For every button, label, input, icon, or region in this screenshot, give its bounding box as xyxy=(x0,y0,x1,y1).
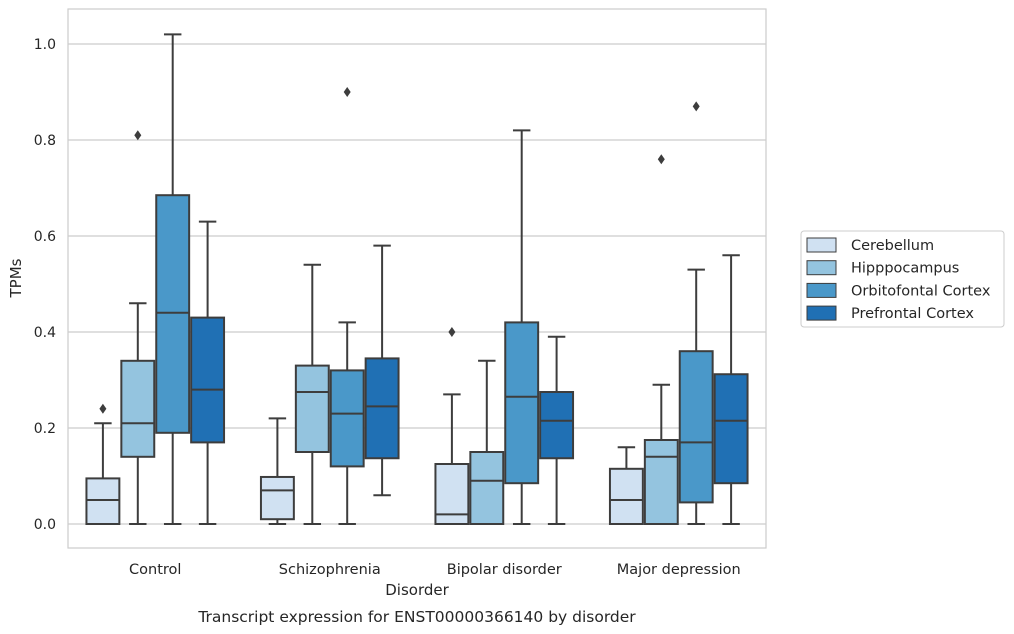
box xyxy=(364,357,400,460)
y-tick-label: 0.6 xyxy=(34,229,56,245)
box xyxy=(329,369,365,468)
box-group xyxy=(120,130,156,525)
x-tick-labels: Control Schizophrenia Bipolar disorder Majo… xyxy=(129,562,741,578)
legend-label: Hipppocampus xyxy=(851,261,959,277)
y-axis-label: TPMs xyxy=(7,258,25,298)
box xyxy=(539,391,575,460)
boxes xyxy=(85,33,749,525)
outlier-point xyxy=(99,403,107,414)
y-tick-label: 0.2 xyxy=(34,421,56,437)
x-tick-label: Bipolar disorder xyxy=(447,562,562,578)
box-group xyxy=(329,87,365,525)
legend: Cerebellum Hipppocampus Orbitofontal Corte… xyxy=(800,230,1005,328)
y-tick-label: 1.0 xyxy=(34,37,56,53)
outlier-point xyxy=(343,87,351,97)
box-group xyxy=(608,446,644,525)
box-group xyxy=(469,359,505,525)
box-group xyxy=(294,263,330,525)
y-tick-label: 0.8 xyxy=(34,133,56,149)
legend-label: Cerebellum xyxy=(851,238,934,254)
box-group xyxy=(713,254,749,525)
box xyxy=(469,451,505,525)
chart-caption: Transcript expression for ENST0000036614… xyxy=(197,608,636,626)
box xyxy=(259,475,295,521)
legend-items: Cerebellum Hipppocampus Orbitofontal Corte… xyxy=(806,237,991,322)
legend-swatch xyxy=(806,282,837,298)
box-group xyxy=(434,327,470,525)
outlier-point xyxy=(134,130,142,141)
y-tick-labels: 0.0 0.2 0.4 0.6 0.8 1.0 xyxy=(34,37,56,533)
box xyxy=(504,321,540,485)
y-tick-label: 0.4 xyxy=(34,325,56,341)
box xyxy=(608,467,644,525)
box xyxy=(678,350,714,504)
x-tick-label: Control xyxy=(129,562,181,578)
box-group xyxy=(678,101,714,525)
box xyxy=(713,373,749,485)
box xyxy=(155,194,191,434)
box xyxy=(643,439,679,525)
box-group xyxy=(539,335,575,525)
box xyxy=(190,316,226,444)
legend-swatch xyxy=(806,260,837,276)
legend-label: Prefrontal Cortex xyxy=(851,306,974,322)
box-group xyxy=(643,154,679,525)
box-group xyxy=(190,220,226,525)
x-tick-label: Schizophrenia xyxy=(279,562,381,578)
box-group xyxy=(155,33,191,525)
box xyxy=(294,364,330,454)
x-tick-label: Major depression xyxy=(617,562,741,578)
legend-swatch xyxy=(806,237,837,253)
legend-frame xyxy=(800,230,1005,328)
legend-swatch xyxy=(806,305,837,321)
box xyxy=(120,359,156,458)
x-axis-label: Disorder xyxy=(385,581,449,599)
box-group xyxy=(85,403,121,525)
legend-label: Orbitofontal Cortex xyxy=(851,283,991,299)
box-group xyxy=(364,244,400,497)
box xyxy=(85,477,121,525)
outlier-point xyxy=(448,327,456,337)
y-tick-label: 0.0 xyxy=(34,517,56,533)
plot-area-frame xyxy=(67,8,767,549)
box-group xyxy=(259,417,295,525)
outlier-point xyxy=(657,154,665,165)
outlier-point xyxy=(692,101,700,112)
box-group xyxy=(504,129,540,525)
